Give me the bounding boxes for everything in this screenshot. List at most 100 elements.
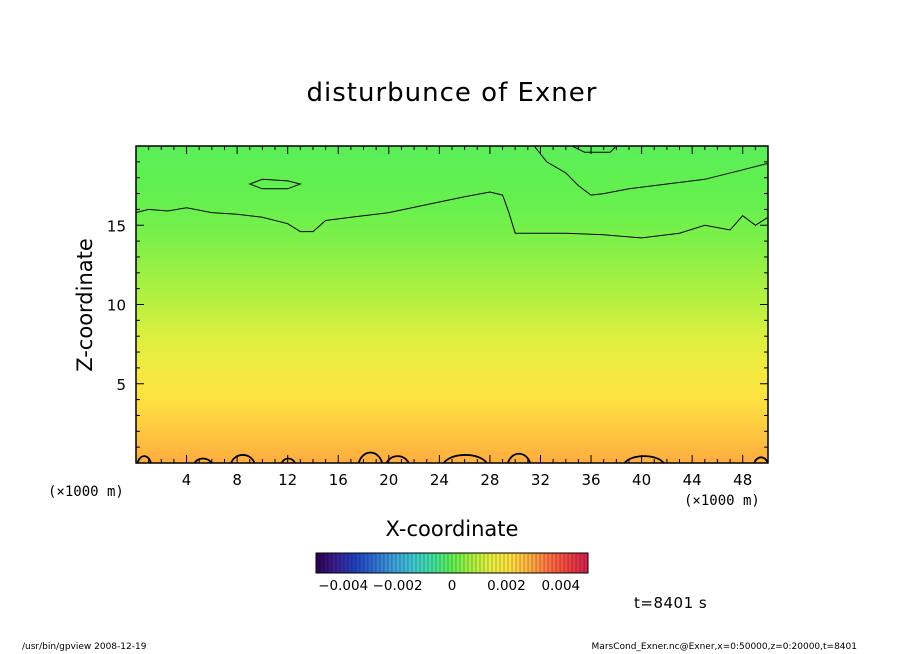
colorbar-swatch <box>456 553 461 573</box>
colorbar-swatch <box>460 553 465 573</box>
colorbar-swatch <box>500 553 505 573</box>
y-tick-label: 5 <box>116 376 126 394</box>
colorbar-swatch <box>400 553 405 573</box>
colorbar: −0.004 −0.002 0 0.002 0.004 <box>315 552 589 594</box>
colorbar-swatch <box>356 553 361 573</box>
x-tick-label: 24 <box>430 471 449 489</box>
colorbar-swatch <box>336 553 341 573</box>
colorbar-tick-label: 0.002 <box>487 578 526 594</box>
footer-program-date: /usr/bin/gpview 2008-12-19 <box>22 642 147 652</box>
colorbar-swatch <box>464 553 469 573</box>
colorbar-tick-label: 0 <box>448 578 457 594</box>
y-tick-label: 15 <box>107 217 126 235</box>
x-tick-label: 20 <box>379 471 398 489</box>
contour-bottom-bump <box>230 454 256 463</box>
colorbar-swatch <box>560 553 565 573</box>
contour-bottom-bump <box>357 451 384 463</box>
colorbar-swatch <box>552 553 557 573</box>
x-tick-label: 40 <box>632 471 651 489</box>
x-axis-label: X-coordinate <box>386 517 519 541</box>
contour-bottom-bump <box>442 454 488 463</box>
colorbar-swatch <box>568 553 573 573</box>
colorbar-swatch <box>580 553 585 573</box>
x-tick-label: 28 <box>480 471 499 489</box>
colorbar-swatch <box>440 553 445 573</box>
x-tick-label: 48 <box>733 471 752 489</box>
y-tick-label: 10 <box>107 297 126 315</box>
colorbar-swatch <box>516 553 521 573</box>
footer-source: MarsCond_Exner.nc@Exner,x=0:50000,z=0:20… <box>591 642 857 652</box>
colorbar-swatch <box>512 553 517 573</box>
colorbar-swatch <box>380 553 385 573</box>
colorbar-swatch <box>472 553 477 573</box>
colorbar-swatch <box>376 553 381 573</box>
colorbar-swatch <box>352 553 357 573</box>
contour-island <box>248 178 302 190</box>
colorbar-swatch <box>584 553 589 573</box>
colorbar-swatch <box>408 553 413 573</box>
colorbar-swatch <box>436 553 441 573</box>
x-tick-label: 12 <box>278 471 297 489</box>
field-fill <box>136 146 768 463</box>
colorbar-swatch <box>384 553 389 573</box>
colorbar-swatch <box>360 553 365 573</box>
colorbar-swatch <box>508 553 513 573</box>
y-axis-label: Z-coordinate <box>73 238 97 372</box>
colorbar-swatch <box>444 553 449 573</box>
contour-bottom-bump <box>507 452 531 463</box>
colorbar-swatch <box>548 553 553 573</box>
colorbar-swatch <box>488 553 493 573</box>
contour-upper <box>136 191 768 239</box>
colorbar-swatch <box>340 553 345 573</box>
colorbar-swatch <box>484 553 489 573</box>
colorbar-swatch <box>476 553 481 573</box>
contour-bottom-bump <box>136 455 152 463</box>
colorbar-swatch <box>364 553 369 573</box>
colorbar-swatch <box>344 553 349 573</box>
colorbar-swatch <box>504 553 509 573</box>
colorbar-swatch <box>320 553 325 573</box>
colorbar-swatch <box>424 553 429 573</box>
colorbar-swatch <box>396 553 401 573</box>
contour-top-right <box>533 146 768 196</box>
colorbar-swatch <box>452 553 457 573</box>
colorbar-swatch <box>432 553 437 573</box>
x-axis-ticks: 4 8 12 16 20 24 28 32 36 40 44 48 <box>148 146 756 489</box>
colorbar-swatch <box>324 553 329 573</box>
colorbar-swatch <box>540 553 545 573</box>
colorbar-swatch <box>316 553 321 573</box>
colorbar-swatch <box>388 553 393 573</box>
colorbar-swatch <box>576 553 581 573</box>
x-tick-label: 36 <box>581 471 600 489</box>
x-unit-left: (×1000 m) <box>48 484 124 500</box>
colorbar-tick-label: 0.004 <box>541 578 580 594</box>
colorbar-swatch <box>496 553 501 573</box>
colorbar-swatch <box>468 553 473 573</box>
colorbar-tick-label: −0.004 <box>318 578 368 594</box>
x-tick-label: 32 <box>531 471 550 489</box>
colorbar-swatch <box>372 553 377 573</box>
colorbar-swatch <box>416 553 421 573</box>
colorbar-frame <box>315 552 589 574</box>
colorbar-swatch <box>404 553 409 573</box>
colorbar-swatch <box>448 553 453 573</box>
x-tick-label: 16 <box>329 471 348 489</box>
chart-title: disturbunce of Exner <box>307 78 598 108</box>
colorbar-swatch <box>524 553 529 573</box>
colorbar-swatch <box>368 553 373 573</box>
colorbar-swatch <box>532 553 537 573</box>
colorbar-swatch <box>420 553 425 573</box>
colorbar-swatch <box>392 553 397 573</box>
x-tick-label: 44 <box>683 471 702 489</box>
time-annotation: t=8401 s <box>634 594 708 612</box>
colorbar-swatch <box>480 553 485 573</box>
colorbar-swatch <box>544 553 549 573</box>
colorbar-swatch <box>412 553 417 573</box>
y-axis-ticks: 5 10 15 <box>107 161 768 448</box>
colorbar-swatch <box>520 553 525 573</box>
colorbar-swatch <box>328 553 333 573</box>
colorbar-swatch <box>348 553 353 573</box>
x-tick-label: 4 <box>182 471 192 489</box>
colorbar-swatch <box>528 553 533 573</box>
x-tick-label: 8 <box>232 471 242 489</box>
